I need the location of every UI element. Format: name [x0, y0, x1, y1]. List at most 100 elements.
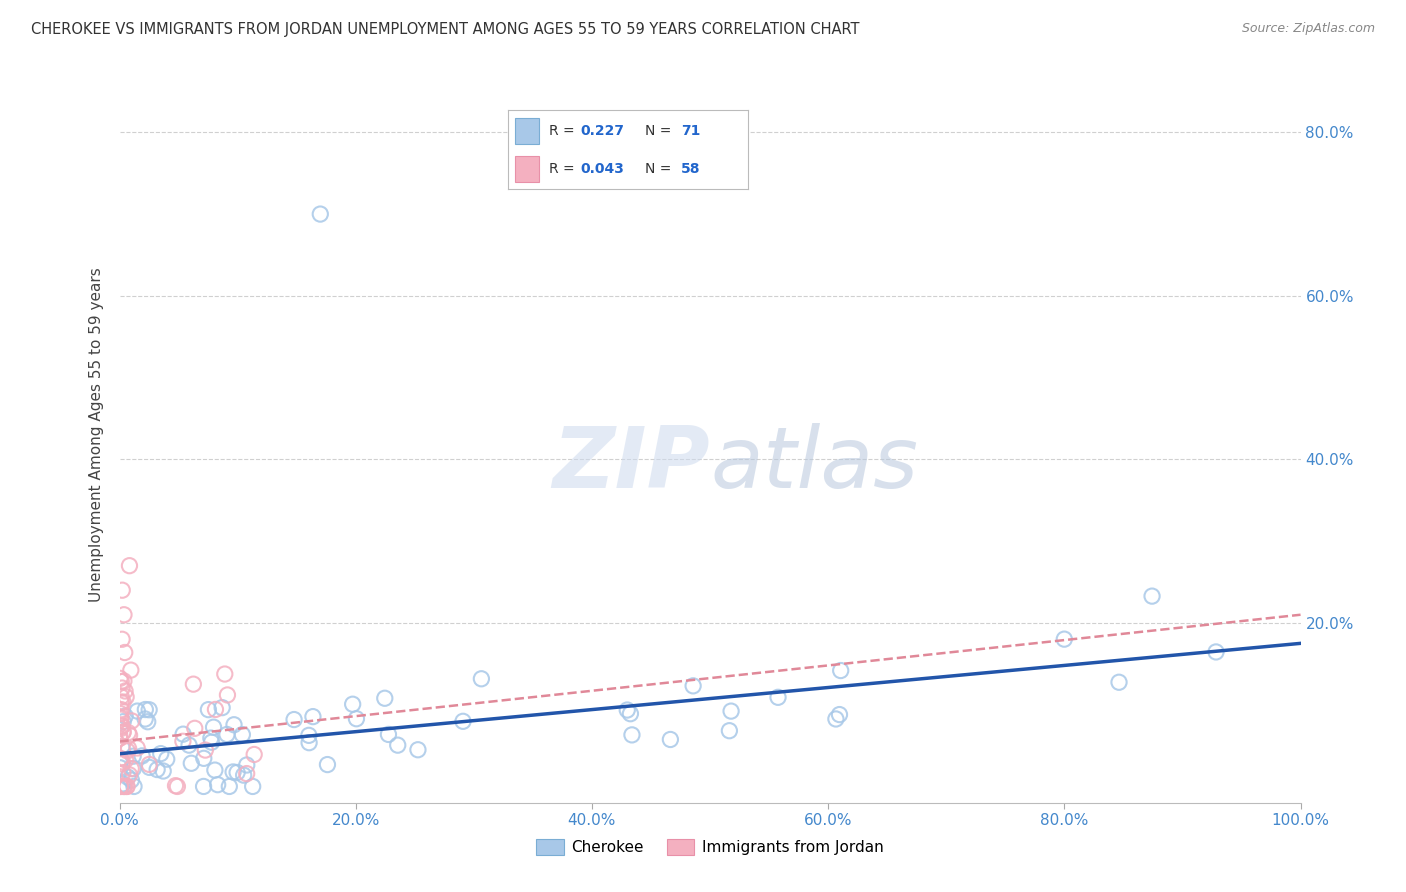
Point — [115, 780, 138, 794]
Point — [202, 720, 225, 734]
Point — [114, 753, 136, 767]
Point — [110, 751, 132, 765]
Point — [120, 773, 142, 788]
Point — [302, 709, 325, 723]
Point — [111, 755, 134, 769]
Point — [451, 714, 474, 729]
Point — [184, 722, 207, 736]
Point — [118, 558, 141, 573]
Point — [166, 780, 188, 794]
Point — [222, 764, 245, 779]
Point — [616, 703, 638, 717]
Point — [387, 738, 409, 752]
Point — [110, 722, 132, 736]
Point — [406, 743, 429, 757]
Point — [134, 712, 156, 726]
Point — [283, 713, 305, 727]
Point — [194, 743, 217, 757]
Point — [114, 780, 136, 794]
Point — [236, 758, 259, 772]
Point — [204, 763, 226, 777]
Text: ZIP: ZIP — [553, 423, 710, 506]
Point — [183, 677, 205, 691]
Point — [172, 727, 194, 741]
Point — [193, 751, 215, 765]
Point — [215, 727, 238, 741]
Point — [112, 725, 135, 739]
Point — [1140, 589, 1163, 603]
Point — [118, 768, 141, 782]
Point — [111, 719, 134, 733]
Point — [152, 764, 174, 778]
Point — [110, 703, 132, 717]
Point — [131, 748, 153, 763]
Point — [298, 728, 321, 742]
Point — [193, 780, 215, 794]
Point — [825, 712, 848, 726]
Point — [298, 736, 321, 750]
Point — [134, 702, 156, 716]
Bar — [515, 119, 540, 144]
Point — [146, 763, 169, 777]
Point — [127, 741, 149, 756]
Point — [127, 704, 149, 718]
Point — [110, 780, 132, 794]
Point — [110, 690, 132, 704]
Point — [217, 688, 239, 702]
Point — [117, 744, 139, 758]
Point — [200, 731, 222, 745]
Text: 58: 58 — [681, 162, 700, 176]
Text: CHEROKEE VS IMMIGRANTS FROM JORDAN UNEMPLOYMENT AMONG AGES 55 TO 59 YEARS CORREL: CHEROKEE VS IMMIGRANTS FROM JORDAN UNEMP… — [31, 22, 859, 37]
Point — [138, 757, 160, 772]
Point — [115, 780, 138, 794]
Point — [112, 674, 135, 689]
Point — [138, 760, 160, 774]
Point — [111, 725, 134, 739]
Point — [165, 779, 187, 793]
Point — [112, 607, 135, 622]
Point — [114, 709, 136, 723]
Point — [156, 752, 179, 766]
Point — [316, 757, 339, 772]
Point — [231, 728, 253, 742]
Point — [172, 734, 194, 748]
Point — [204, 702, 226, 716]
Point — [235, 766, 257, 780]
Point — [120, 762, 142, 776]
Point — [136, 714, 159, 729]
Text: R =: R = — [548, 124, 579, 138]
Point — [138, 703, 160, 717]
Point — [112, 714, 135, 729]
Text: R =: R = — [548, 162, 579, 176]
Point — [346, 712, 368, 726]
Point — [108, 731, 131, 746]
Point — [214, 667, 236, 681]
Point — [1053, 632, 1076, 647]
Point — [619, 706, 641, 721]
Point — [207, 778, 229, 792]
Point — [1108, 675, 1130, 690]
Point — [112, 780, 135, 794]
Point — [197, 703, 219, 717]
Point — [111, 632, 134, 647]
Point — [342, 697, 364, 711]
Point — [218, 780, 240, 794]
Point — [470, 672, 492, 686]
Point — [108, 729, 131, 743]
Point — [111, 719, 134, 733]
Legend: Cherokee, Immigrants from Jordan: Cherokee, Immigrants from Jordan — [530, 833, 890, 862]
Point — [222, 717, 245, 731]
Point — [114, 684, 136, 698]
Point — [828, 707, 851, 722]
Point — [110, 780, 132, 794]
Y-axis label: Unemployment Among Ages 55 to 59 years: Unemployment Among Ages 55 to 59 years — [89, 268, 104, 602]
Point — [117, 741, 139, 756]
Point — [114, 646, 136, 660]
Point — [374, 691, 396, 706]
Point — [122, 762, 145, 776]
Point — [110, 706, 132, 721]
Point — [682, 679, 704, 693]
Point — [226, 765, 249, 780]
Point — [122, 749, 145, 764]
Point — [177, 738, 200, 752]
